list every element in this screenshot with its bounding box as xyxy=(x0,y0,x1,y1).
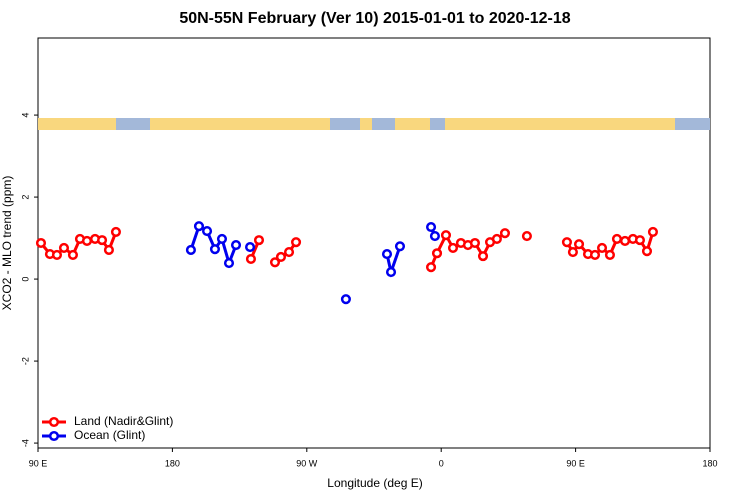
point xyxy=(634,235,646,246)
plot-frame xyxy=(37,37,711,449)
point xyxy=(245,253,256,265)
y-tick-label: 4 xyxy=(20,113,30,118)
point xyxy=(447,242,459,253)
point xyxy=(385,267,397,278)
y-tick-label: -2 xyxy=(20,357,30,365)
y-tick-label: -4 xyxy=(20,439,30,447)
point xyxy=(561,237,572,248)
legend-label: Land (Nadir&Glint) xyxy=(74,414,173,428)
point xyxy=(589,249,601,260)
series-line xyxy=(39,231,655,268)
point xyxy=(209,244,221,255)
point xyxy=(290,237,302,248)
land-band xyxy=(445,118,675,130)
point xyxy=(185,244,196,256)
land-band xyxy=(150,118,330,130)
chart-title: 50N-55N February (Ver 10) 2015-01-01 to … xyxy=(179,10,570,27)
x-tick-label: 90 E xyxy=(29,458,48,468)
x-tick-label: 0 xyxy=(439,458,444,468)
legend-marker xyxy=(48,430,60,442)
point xyxy=(619,235,631,246)
point xyxy=(230,240,242,251)
y-axis-label: XCO2 - MLO trend (ppm) xyxy=(0,176,14,311)
point xyxy=(275,251,287,262)
land-band xyxy=(360,118,372,130)
x-tick-label: 90 E xyxy=(566,458,585,468)
point xyxy=(58,242,70,253)
point xyxy=(193,221,205,232)
x-tick-label: 180 xyxy=(165,458,180,468)
point xyxy=(245,242,256,253)
land-band xyxy=(395,118,430,130)
y-tick-label: 2 xyxy=(20,195,30,200)
point xyxy=(425,221,437,233)
point xyxy=(429,230,440,242)
point xyxy=(269,257,281,268)
point xyxy=(340,294,351,305)
point xyxy=(641,246,653,257)
point xyxy=(394,241,406,252)
point xyxy=(283,246,295,258)
point xyxy=(216,233,228,244)
point xyxy=(103,244,114,256)
y-tick-label: 0 xyxy=(20,277,30,282)
point xyxy=(499,228,511,239)
point xyxy=(440,230,452,241)
point xyxy=(611,233,623,244)
point xyxy=(647,226,659,237)
land-band xyxy=(38,118,116,130)
point xyxy=(596,242,608,253)
point xyxy=(110,226,122,237)
point xyxy=(51,249,63,260)
point xyxy=(201,226,213,237)
point xyxy=(431,248,443,259)
x-tick-label: 90 W xyxy=(296,458,318,468)
point xyxy=(477,251,489,262)
point xyxy=(223,258,235,269)
point xyxy=(381,249,393,260)
point xyxy=(425,262,437,273)
point xyxy=(81,235,93,246)
point xyxy=(491,233,502,244)
point xyxy=(604,249,615,260)
x-tick-label: 180 xyxy=(702,458,717,468)
point xyxy=(521,230,532,242)
x-axis-label: Longitude (deg E) xyxy=(327,476,422,490)
point xyxy=(573,239,585,250)
legend-label: Ocean (Glint) xyxy=(74,428,145,442)
point xyxy=(97,235,108,246)
map-strip xyxy=(38,118,710,130)
point xyxy=(567,246,578,258)
point xyxy=(67,249,78,260)
point xyxy=(469,237,480,249)
legend-marker xyxy=(48,416,60,428)
point xyxy=(253,235,265,246)
point xyxy=(35,237,47,249)
